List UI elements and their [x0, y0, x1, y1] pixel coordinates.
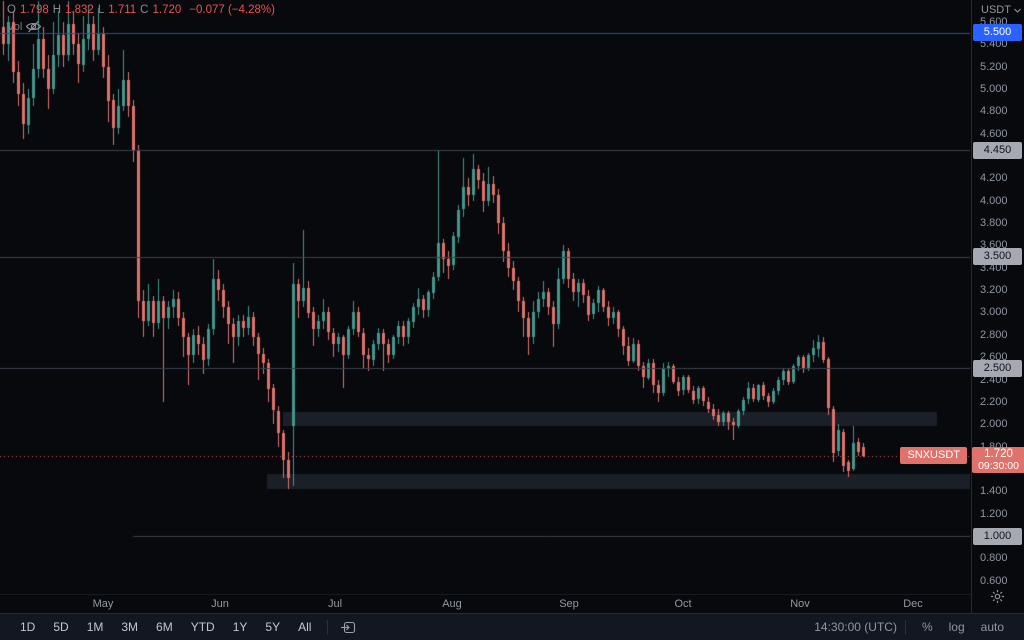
time-tick-may: May — [92, 598, 114, 610]
hide-indicator-eye-icon[interactable] — [25, 19, 43, 35]
symbol-price-tag: SNXUSDT — [900, 447, 967, 464]
price-tick-label: 4.600 — [980, 127, 1008, 140]
price-tick-label: 4.800 — [980, 105, 1008, 118]
price-axis[interactable]: USDT 5.6005.4005.2005.0004.8004.6004.400… — [971, 0, 1024, 613]
log-scale-button[interactable]: log — [948, 620, 965, 634]
ohlc-legend: O 1.798 H 1.832 L 1.711 C 1.720 −0.077 (−4.2… — [7, 4, 275, 16]
last-price-label: 1.720 09:30:00 — [972, 446, 1024, 473]
range-button-1m[interactable]: 1M — [86, 620, 104, 634]
price-tick-label: 1.200 — [980, 507, 1008, 520]
toolbar-divider — [327, 619, 329, 635]
price-level-label: 1.000 — [973, 527, 1022, 545]
price-tick-label: 5.000 — [980, 82, 1008, 95]
price-tick-label: 0.800 — [980, 552, 1008, 565]
chevron-down-icon — [1014, 8, 1021, 13]
percent-scale-button[interactable]: % — [921, 620, 933, 634]
time-tick-dec: Dec — [903, 598, 923, 610]
time-axis[interactable]: May Jun Jul Aug Sep Oct Nov Dec — [0, 594, 971, 613]
price-tick-label: 2.000 — [980, 418, 1008, 431]
price-tick-label: 3.000 — [980, 306, 1008, 319]
utc-clock[interactable]: 14:30:00 (UTC) — [814, 620, 897, 634]
price-tick-label: 4.000 — [980, 194, 1008, 207]
price-tick-label: 1.400 — [980, 485, 1008, 498]
toolbar-divider — [904, 619, 906, 635]
range-button-6m[interactable]: 6M — [156, 620, 173, 634]
price-tick-label: 5.400 — [980, 38, 1008, 51]
time-tick-jul: Jul — [327, 598, 343, 610]
price-tick-label: 4.200 — [980, 172, 1008, 185]
low-value: 1.711 — [108, 4, 137, 16]
toolbar-right-group: 14:30:00 (UTC) % log auto — [814, 617, 1012, 637]
auto-scale-button[interactable]: auto — [980, 620, 1004, 634]
time-tick-aug: Aug — [442, 598, 462, 610]
time-tick-sep: Sep — [559, 598, 579, 610]
range-button-5d[interactable]: 5D — [53, 620, 69, 634]
close-value: 1.720 — [152, 4, 182, 16]
high-label: H — [52, 4, 62, 16]
bar-countdown: 09:30:00 — [978, 459, 1019, 472]
range-button-1d[interactable]: 1D — [20, 620, 36, 634]
range-button-1y[interactable]: 1Y — [232, 620, 248, 634]
range-button-ytd[interactable]: YTD — [190, 620, 215, 634]
high-value: 1.832 — [65, 4, 94, 16]
time-tick-oct: Oct — [674, 598, 692, 610]
last-price-value: 1.720 — [984, 447, 1013, 460]
time-tick-jun: Jun — [211, 598, 229, 610]
price-tick-label: 2.800 — [980, 328, 1008, 341]
axis-settings-gear-icon[interactable] — [990, 589, 1005, 609]
price-tick-label: 5.200 — [980, 60, 1008, 73]
range-button-all[interactable]: All — [298, 620, 312, 634]
range-button-5y[interactable]: 5Y — [265, 620, 281, 634]
low-label: L — [97, 4, 105, 16]
change-value: −0.077 (−4.28%) — [189, 4, 275, 16]
go-to-date-icon — [341, 621, 356, 633]
open-label: O — [7, 4, 16, 16]
price-level-label: 3.500 — [973, 248, 1022, 266]
price-tick-label: 3.800 — [980, 217, 1008, 230]
candlestick-canvas[interactable] — [0, 0, 970, 594]
open-value: 1.798 — [19, 4, 49, 16]
bottom-toolbar: 1D 5D 1M 3M 6M YTD 1Y 5Y All 14:30:00 (UTC) % lo… — [0, 613, 1024, 640]
currency-dropdown[interactable]: USDT — [981, 4, 1021, 16]
date-range-buttons: 1D 5D 1M 3M 6M YTD 1Y 5Y All — [12, 617, 319, 637]
price-tick-label: 3.200 — [980, 284, 1008, 297]
price-level-label: 2.500 — [973, 359, 1022, 377]
currency-label: USDT — [981, 4, 1011, 16]
go-to-date-button[interactable] — [336, 618, 361, 637]
close-label: C — [140, 4, 149, 16]
range-button-3m[interactable]: 3M — [121, 620, 139, 634]
price-tick-label: 0.600 — [980, 574, 1008, 587]
price-level-label: 5.500 — [973, 24, 1022, 42]
price-level-label: 4.450 — [973, 141, 1022, 159]
time-tick-nov: Nov — [790, 598, 810, 610]
price-tick-label: 2.200 — [980, 395, 1008, 408]
chart-pane[interactable]: Vol O1.798 H1.832 L1.711 C1.720 −0.077 (… — [0, 0, 971, 594]
